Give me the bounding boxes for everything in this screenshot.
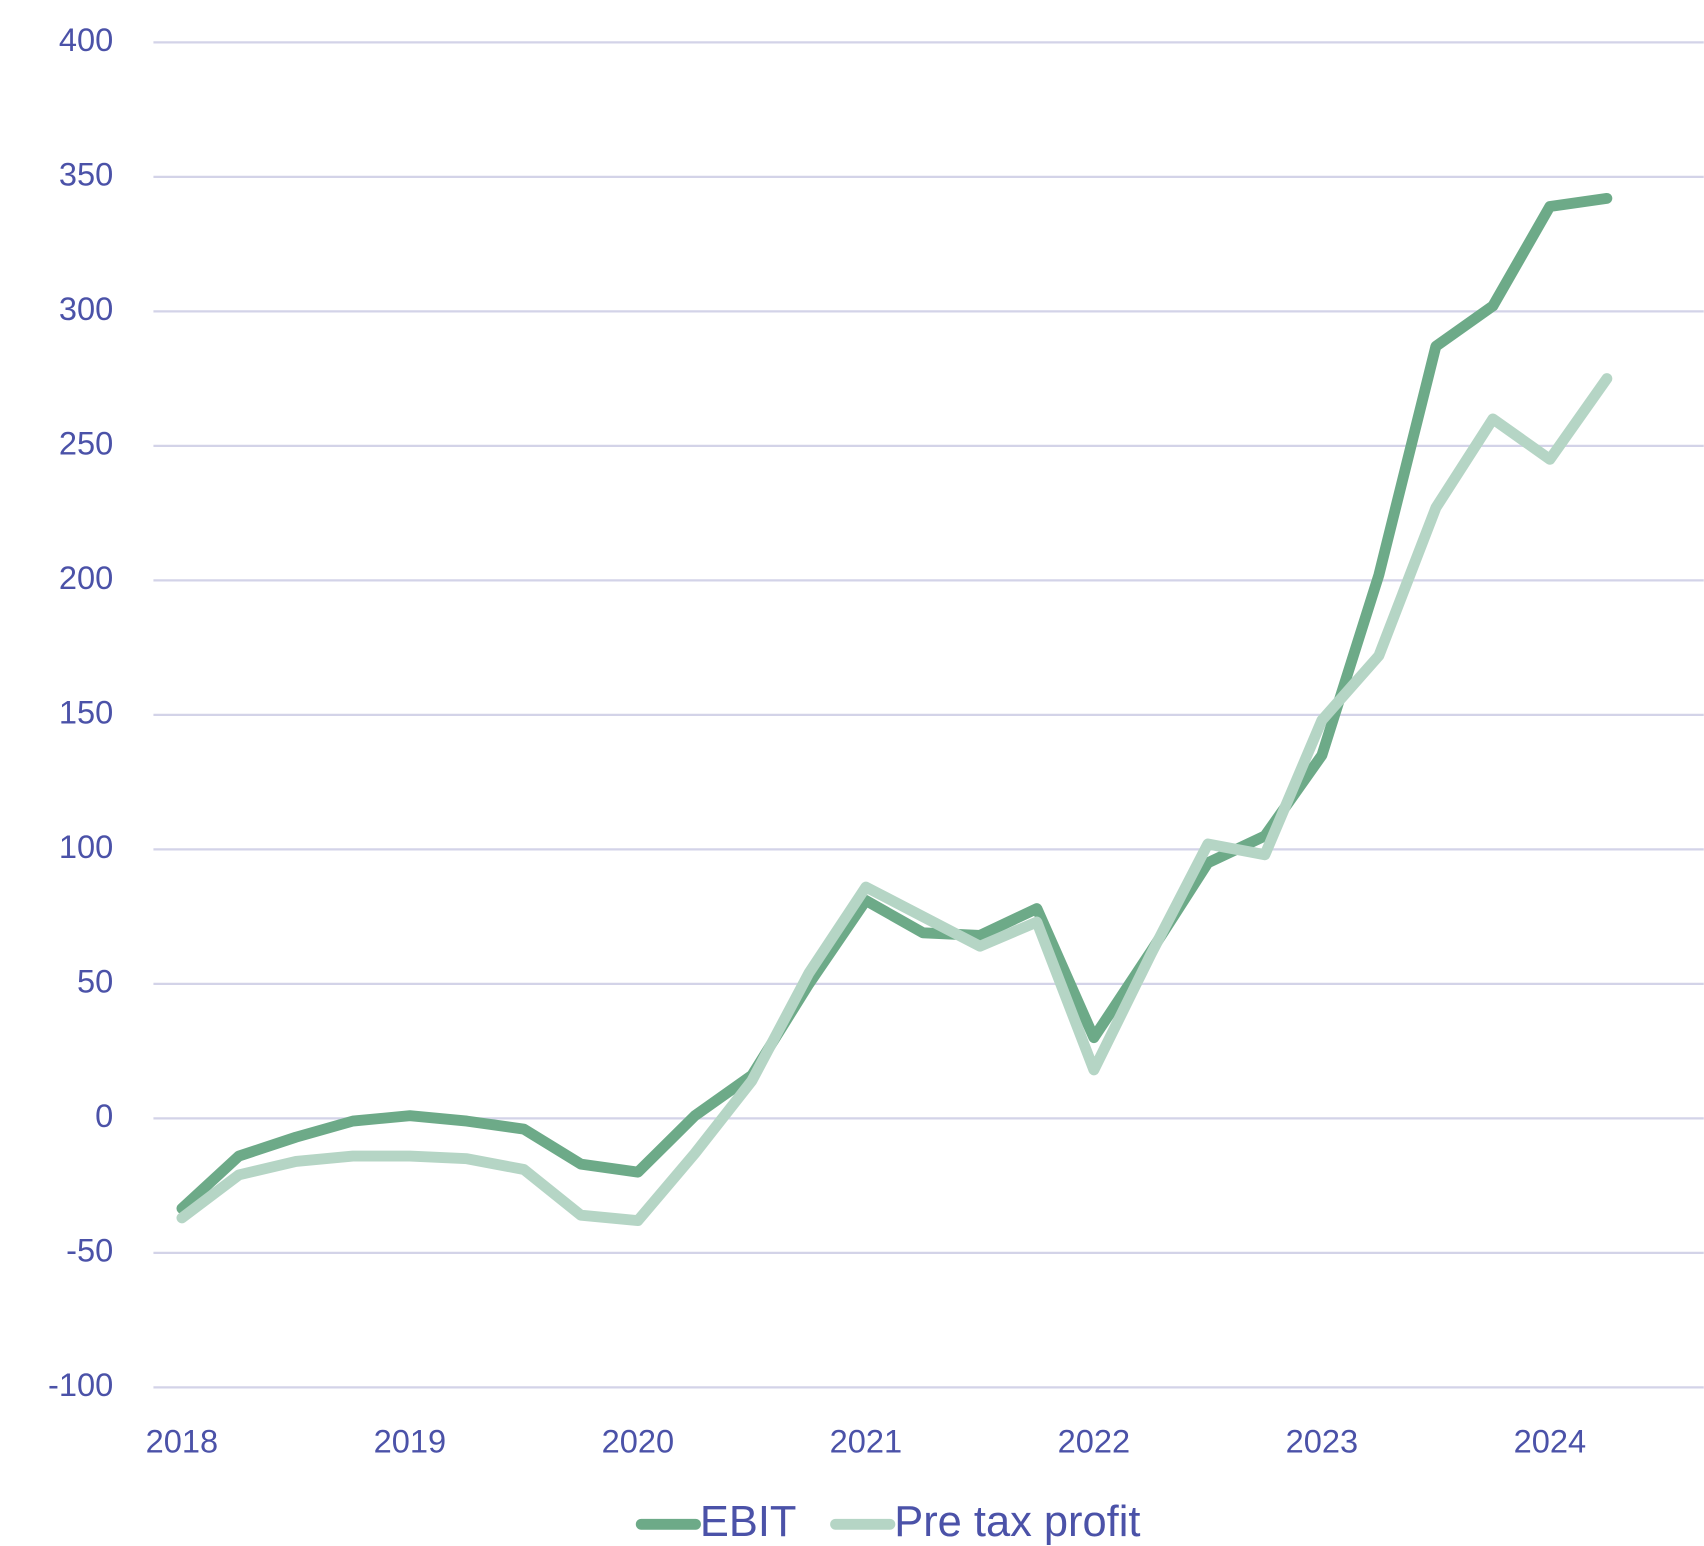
y-tick-label: -50: [66, 1231, 113, 1268]
x-tick-label: 2021: [830, 1422, 902, 1459]
y-tick-label: 350: [59, 155, 113, 192]
x-tick-label: 2022: [1058, 1422, 1130, 1459]
x-tick-label: 2019: [374, 1422, 446, 1459]
y-tick-label: 400: [59, 21, 113, 58]
y-tick-label: 150: [59, 693, 113, 730]
y-tick-label: 100: [59, 828, 113, 865]
y-tick-label: -100: [48, 1366, 113, 1403]
data-line: [176, 192, 1613, 1214]
legend-label: Pre tax profit: [894, 1498, 1140, 1546]
y-tick-label: 200: [59, 559, 113, 596]
y-tick-label: 50: [77, 962, 113, 999]
x-tick-label: 2024: [1514, 1422, 1586, 1459]
y-tick-label: 300: [59, 290, 113, 327]
legend-label: EBIT: [700, 1498, 797, 1546]
y-tick-label: 0: [95, 1097, 113, 1134]
x-tick-label: 2020: [602, 1422, 674, 1459]
y-tick-label: 250: [59, 424, 113, 461]
data-line: [176, 373, 1613, 1227]
x-tick-label: 2018: [146, 1422, 218, 1459]
x-tick-label: 2023: [1286, 1422, 1358, 1459]
